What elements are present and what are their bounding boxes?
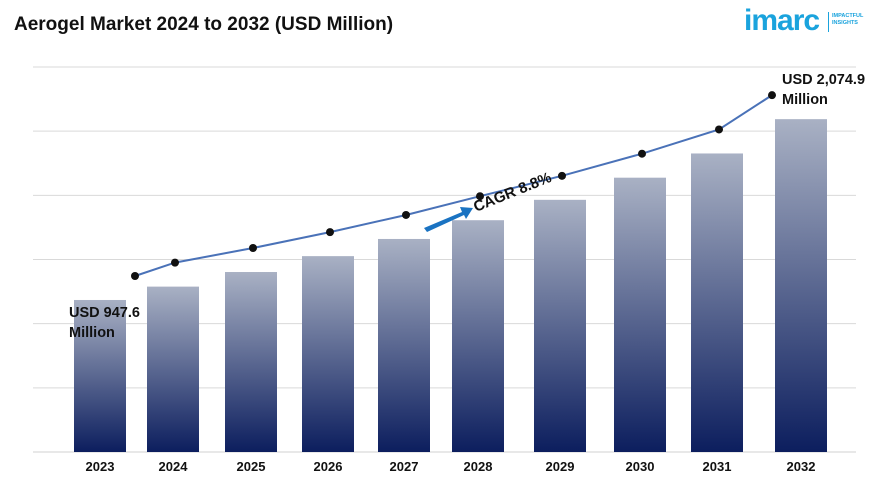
x-tick-label-2024: 2024 bbox=[159, 459, 189, 474]
bar-2030 bbox=[614, 177, 666, 452]
x-tick-label-2028: 2028 bbox=[464, 459, 493, 474]
bar-2028 bbox=[452, 220, 504, 452]
trend-point-2030 bbox=[638, 149, 646, 158]
logo-tagline-line2: INSIGHTS bbox=[832, 20, 858, 26]
x-tick-label-2026: 2026 bbox=[314, 459, 343, 474]
trend-point-2031 bbox=[715, 125, 723, 134]
bar-2031 bbox=[691, 153, 743, 452]
trend-point-2024 bbox=[171, 258, 179, 267]
bar-2027 bbox=[378, 238, 430, 452]
x-tick-label-2023: 2023 bbox=[86, 459, 115, 474]
bar-2023 bbox=[74, 299, 126, 452]
trend-point-2027 bbox=[402, 210, 410, 219]
bar-2024 bbox=[147, 286, 199, 452]
trend-point-2023 bbox=[131, 271, 139, 280]
x-tick-label-2031: 2031 bbox=[703, 459, 732, 474]
imarc-logo: imarc IMPACTFUL INSIGHTS bbox=[744, 4, 864, 38]
logo-tagline-line1: IMPACTFUL bbox=[832, 13, 864, 19]
start-value-label: USD 947.6 bbox=[69, 305, 140, 321]
logo-divider bbox=[828, 12, 829, 32]
x-tick-label-2030: 2030 bbox=[626, 459, 655, 474]
bar-2029 bbox=[534, 199, 586, 452]
end-value-label: USD 2,074.9 bbox=[782, 72, 865, 88]
x-tick-label-2029: 2029 bbox=[546, 459, 575, 474]
trend-point-2026 bbox=[326, 228, 334, 237]
x-tick-label-2025: 2025 bbox=[237, 459, 266, 474]
trend-line bbox=[131, 91, 776, 280]
x-tick-label-2032: 2032 bbox=[787, 459, 816, 474]
trend-point-2028 bbox=[476, 192, 484, 201]
cagr-arrow-icon bbox=[424, 207, 473, 232]
x-tick-label-2027: 2027 bbox=[390, 459, 419, 474]
logo-wordmark: imarc bbox=[744, 4, 820, 37]
bar-2025 bbox=[225, 272, 277, 452]
chart-title: Aerogel Market 2024 to 2032 (USD Million… bbox=[14, 14, 394, 35]
start-unit-label: Million bbox=[69, 325, 115, 341]
bars bbox=[74, 119, 827, 452]
trend-point-2029 bbox=[558, 171, 566, 180]
bar-2032 bbox=[775, 119, 827, 452]
logo-tagline: IMPACTFUL INSIGHTS bbox=[832, 13, 872, 27]
x-axis-labels: 2023 2024 2025 2026 2027 2028 2029 2030 2031 2032 bbox=[86, 459, 816, 474]
end-unit-label: Million bbox=[782, 92, 828, 108]
bar-2026 bbox=[302, 256, 354, 452]
trend-point-2025 bbox=[249, 244, 257, 253]
trend-point-2032 bbox=[768, 91, 776, 100]
trend-polyline bbox=[134, 94, 773, 277]
